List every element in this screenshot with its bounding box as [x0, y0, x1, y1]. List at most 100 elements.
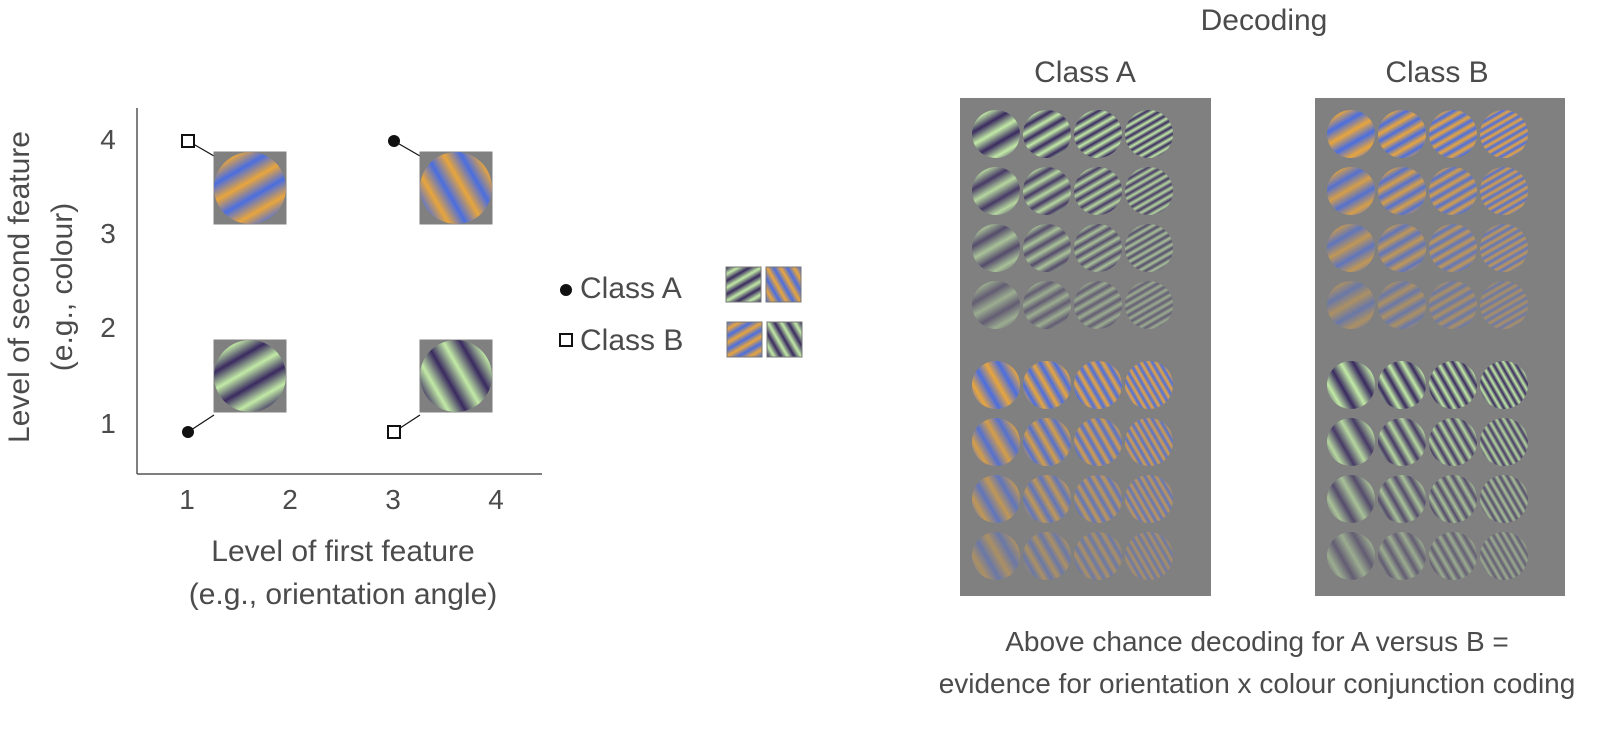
decoding-stimulus — [1074, 281, 1122, 329]
decoding-stimulus — [1429, 110, 1477, 158]
grating-disc — [972, 361, 1020, 409]
grating-disc — [972, 167, 1020, 215]
grating-disc — [1125, 361, 1173, 409]
grating-disc — [1480, 224, 1528, 272]
decoding-stimulus — [1327, 281, 1375, 329]
grating-disc — [1074, 224, 1122, 272]
decoding-stimulus — [972, 361, 1020, 409]
grating-disc — [1480, 281, 1528, 329]
decoding-stimulus — [1023, 167, 1071, 215]
grating-disc — [1125, 167, 1173, 215]
x-axis-label: (e.g., orientation angle) — [189, 578, 498, 611]
caption-line: Above chance decoding for A versus B = — [1005, 626, 1509, 657]
stimulus-thumbnail — [213, 339, 287, 413]
decoding-stimulus — [1378, 418, 1426, 466]
class-a-marker-dot — [182, 426, 194, 438]
grating-disc — [1480, 167, 1528, 215]
y-tick-label: 1 — [100, 408, 116, 439]
class-a-marker-dot — [560, 284, 572, 296]
grating-disc — [1023, 418, 1071, 466]
y-axis-label: (e.g., colour) — [46, 203, 79, 371]
decoding-stimulus — [1378, 532, 1426, 580]
grating-disc — [1480, 110, 1528, 158]
y-tick-label: 3 — [100, 218, 116, 249]
decoding-stimulus — [972, 475, 1020, 523]
decoding-stimuli — [972, 110, 1528, 580]
grating-disc — [1074, 418, 1122, 466]
legend: Class A Class B — [559, 266, 803, 358]
grating-disc — [1327, 418, 1375, 466]
decoding-stimulus — [1480, 167, 1528, 215]
x-tick-label: 4 — [488, 484, 504, 515]
class-a-marker-dot — [388, 135, 400, 147]
class-a-panel-title: Class A — [1034, 56, 1136, 89]
grating-disc — [1378, 167, 1426, 215]
decoding-stimulus — [1480, 418, 1528, 466]
grating-disc — [972, 532, 1020, 580]
grating-disc — [1429, 224, 1477, 272]
decoding-stimulus — [1480, 361, 1528, 409]
grating-disc — [1480, 532, 1528, 580]
legend-class-a-stimulus — [765, 266, 802, 303]
x-tick-label: 2 — [282, 484, 298, 515]
grating-disc — [1074, 110, 1122, 158]
decoding-stimulus — [972, 224, 1020, 272]
legend-grating-swatch — [765, 266, 802, 303]
decoding-stimulus — [1429, 224, 1477, 272]
decoding-stimulus — [1480, 110, 1528, 158]
legend-class-a-stimulus — [725, 266, 762, 303]
legend-class-b-label: Class B — [580, 324, 683, 357]
grating-disc — [214, 152, 286, 224]
decoding-stimulus — [1074, 532, 1122, 580]
decoding-stimulus — [1327, 224, 1375, 272]
decoding-stimulus — [1378, 361, 1426, 409]
decoding-section: Decoding Class A Class B Above chance de… — [939, 4, 1576, 699]
decoding-stimulus — [1125, 532, 1173, 580]
decoding-stimulus — [1023, 475, 1071, 523]
grating-disc — [972, 475, 1020, 523]
decoding-stimulus — [1125, 224, 1173, 272]
grating-disc — [1378, 475, 1426, 523]
point-class-b — [387, 414, 421, 439]
grating-disc — [1125, 224, 1173, 272]
grating-disc — [1480, 361, 1528, 409]
decoding-stimulus — [1378, 110, 1426, 158]
legend-grating-swatch — [766, 321, 803, 358]
decoding-stimulus — [1125, 475, 1173, 523]
class-b-panel-title: Class B — [1385, 56, 1488, 89]
feature-space-plot: 1 2 3 4 1 2 3 4 Level of first feature (… — [3, 108, 542, 611]
x-tick-label: 1 — [179, 484, 195, 515]
decoding-title: Decoding — [1201, 4, 1328, 37]
decoding-stimulus — [1429, 361, 1477, 409]
grating-disc — [972, 281, 1020, 329]
grating-disc — [1023, 475, 1071, 523]
grating-disc — [1023, 167, 1071, 215]
grating-disc — [1023, 532, 1071, 580]
decoding-stimulus — [1125, 361, 1173, 409]
grating-disc — [1125, 475, 1173, 523]
decoding-stimulus — [1023, 224, 1071, 272]
stimulus-thumbnail — [213, 151, 287, 225]
decoding-stimulus — [1327, 475, 1375, 523]
grating-disc — [1429, 475, 1477, 523]
grating-disc — [420, 152, 492, 224]
point-class-a — [182, 414, 215, 438]
decoding-stimulus — [1378, 167, 1426, 215]
caption-line: evidence for orientation x colour conjun… — [939, 668, 1576, 699]
decoding-stimulus — [1429, 532, 1477, 580]
grating-disc — [1074, 475, 1122, 523]
decoding-stimulus — [972, 418, 1020, 466]
grating-disc — [1327, 475, 1375, 523]
decoding-stimulus — [1480, 281, 1528, 329]
feature-space-stimuli — [213, 151, 493, 413]
grating-disc — [1023, 361, 1071, 409]
grating-disc — [1327, 281, 1375, 329]
legend-class-a-label: Class A — [580, 272, 682, 305]
decoding-stimulus — [1023, 361, 1071, 409]
grating-disc — [1023, 281, 1071, 329]
decoding-stimulus — [1074, 418, 1122, 466]
legend-stimuli — [725, 266, 803, 358]
class-b-marker-square — [559, 333, 573, 347]
decoding-stimulus — [1074, 167, 1122, 215]
decoding-stimulus — [1074, 475, 1122, 523]
